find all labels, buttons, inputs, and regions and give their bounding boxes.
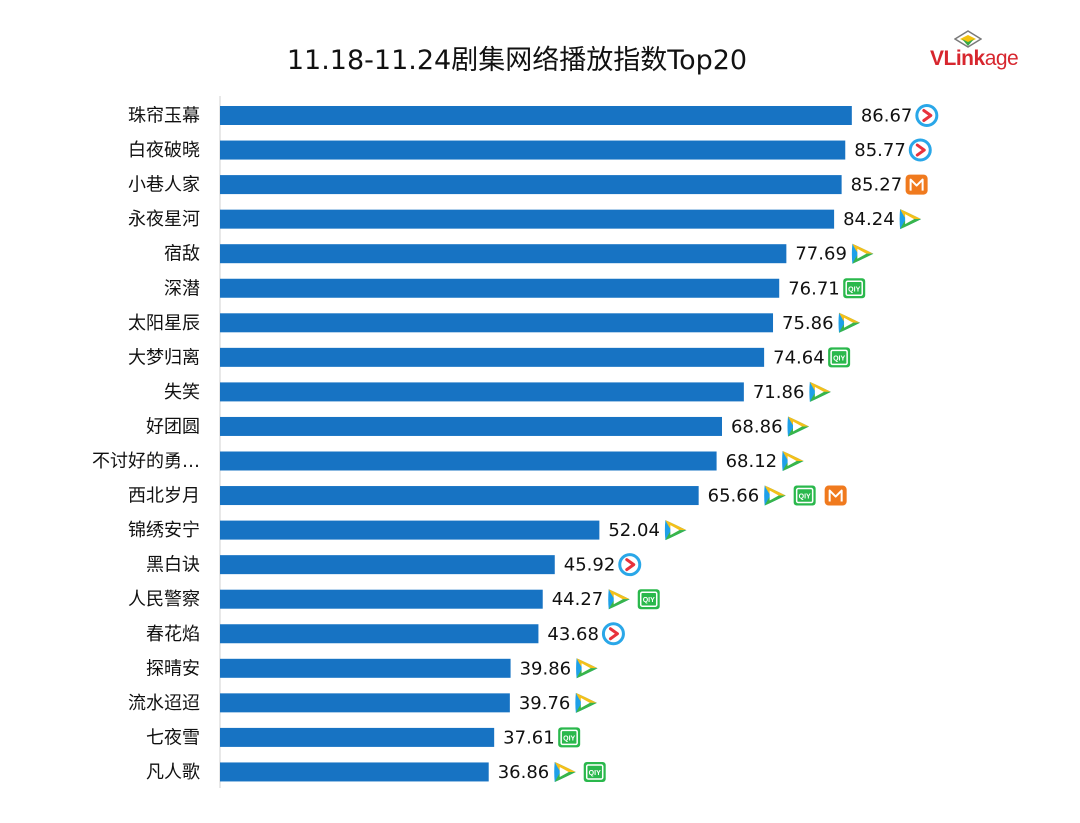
vlinkage-logo-mark-icon (954, 30, 982, 48)
svg-text:QIY: QIY (833, 355, 845, 362)
youku-play-icon (601, 622, 625, 646)
tencent-video-play-icon (787, 416, 809, 437)
data-label: 65.66 (708, 486, 760, 507)
bar (220, 555, 555, 575)
category-label: 探晴安 (146, 658, 200, 679)
iqiyi-icon: QIY (583, 761, 606, 782)
bar (220, 347, 765, 367)
category-label: 锦绣安宁 (128, 520, 200, 541)
bar (220, 416, 722, 436)
bar (220, 209, 835, 229)
category-label: 小巷人家 (128, 175, 200, 196)
data-label: 39.86 (520, 658, 572, 679)
category-label: 凡人歌 (146, 762, 200, 783)
mgtv-icon (824, 485, 847, 506)
tencent-video-play-icon (575, 692, 597, 713)
mgtv-icon (905, 174, 928, 195)
tencent-video-play-icon (576, 658, 598, 679)
bar (220, 727, 495, 747)
data-label: 37.61 (503, 727, 555, 748)
tencent-video-play-icon (838, 312, 861, 333)
iqiyi-icon: QIY (843, 278, 866, 299)
bar (220, 658, 511, 678)
vlinkage-logo-text: VLinkage (930, 47, 1019, 70)
bar (220, 140, 846, 160)
bar (220, 382, 744, 402)
data-label: 68.12 (726, 451, 778, 472)
tencent-video-play-icon (899, 209, 922, 230)
category-label: 永夜星河 (128, 209, 200, 230)
svg-text:QIY: QIY (643, 597, 655, 604)
data-label: 52.04 (608, 520, 660, 541)
category-label: 流水迢迢 (128, 693, 200, 714)
data-label: 85.27 (851, 175, 903, 196)
category-label: 珠帘玉幕 (128, 106, 200, 127)
svg-text:QIY: QIY (563, 735, 575, 742)
bar (220, 624, 539, 644)
category-label: 太阳星辰 (128, 313, 200, 334)
category-label: 不讨好的勇… (92, 451, 200, 472)
bar (220, 451, 717, 471)
category-label: 深潜 (164, 278, 200, 299)
category-label: 好团圆 (146, 416, 200, 437)
bar (220, 486, 699, 506)
bar (220, 244, 787, 264)
data-label: 75.86 (782, 313, 834, 334)
category-label: 白夜破晓 (128, 140, 200, 161)
category-label: 七夜雪 (146, 727, 200, 748)
chart-title: 11.18-11.24剧集网络播放指数Top20 (286, 45, 748, 76)
svg-text:QIY: QIY (848, 286, 860, 293)
data-label: 68.86 (731, 416, 783, 437)
data-label: 36.86 (498, 762, 550, 783)
tencent-video-play-icon (664, 520, 687, 541)
data-label: 76.71 (788, 278, 840, 299)
iqiyi-icon: QIY (793, 485, 816, 506)
bar (220, 520, 600, 540)
tencent-video-play-icon (782, 451, 804, 471)
iqiyi-icon: QIY (637, 589, 660, 610)
vlinkage-logo: VLinkage (930, 30, 1040, 76)
tencent-video-play-icon (851, 243, 874, 264)
bar (220, 762, 489, 782)
data-label: 45.92 (564, 555, 616, 576)
data-label: 44.27 (552, 589, 604, 610)
youku-play-icon (915, 104, 939, 127)
data-label: 84.24 (843, 209, 895, 230)
data-label: 74.64 (773, 347, 825, 368)
tencent-video-play-icon (764, 485, 786, 506)
category-label: 春花焰 (146, 624, 200, 645)
category-label: 大梦归离 (128, 347, 200, 368)
bar (220, 693, 510, 713)
data-label: 43.68 (547, 624, 599, 645)
bar (220, 589, 543, 609)
tencent-video-play-icon (809, 381, 831, 402)
data-label: 71.86 (753, 382, 805, 403)
category-label: 西北岁月 (128, 486, 200, 507)
category-label: 黑白诀 (146, 555, 200, 576)
iqiyi-icon: QIY (558, 727, 581, 748)
category-label: 人民警察 (128, 589, 200, 610)
svg-text:QIY: QIY (799, 494, 811, 501)
svg-text:QIY: QIY (589, 770, 601, 777)
tencent-video-play-icon (608, 589, 630, 610)
category-label: 失笑 (164, 382, 200, 403)
data-label: 77.69 (795, 244, 847, 265)
tencent-video-play-icon (554, 761, 576, 782)
category-label: 宿敌 (164, 244, 200, 265)
bar (220, 313, 774, 333)
bar (220, 106, 852, 125)
youku-play-icon (618, 553, 642, 577)
data-label: 39.76 (519, 693, 571, 714)
data-label: 86.67 (861, 106, 913, 127)
youku-play-icon (908, 138, 932, 162)
data-label: 85.77 (854, 140, 906, 161)
bar (220, 175, 842, 195)
iqiyi-icon: QIY (828, 347, 851, 368)
bar (220, 278, 780, 298)
